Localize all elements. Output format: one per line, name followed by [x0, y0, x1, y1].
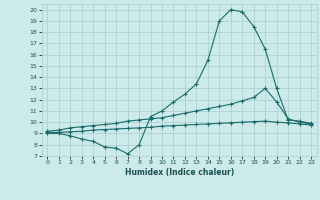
X-axis label: Humidex (Indice chaleur): Humidex (Indice chaleur)	[124, 168, 234, 177]
